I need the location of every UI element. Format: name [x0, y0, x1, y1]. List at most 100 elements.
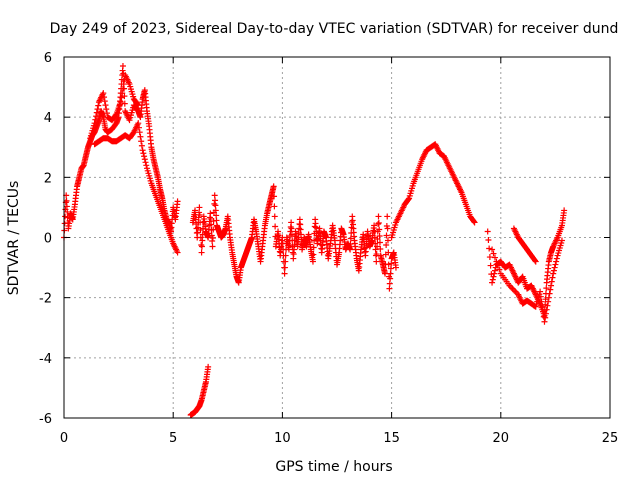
data-point: [103, 110, 110, 117]
data-point: [205, 363, 212, 370]
data-point: [94, 106, 101, 113]
y-tick-label: -2: [39, 292, 52, 307]
data-point: [550, 267, 557, 274]
data-point: [545, 294, 552, 301]
data-point: [93, 113, 100, 120]
data-point: [92, 116, 99, 123]
data-point: [271, 193, 278, 200]
data-point: [141, 156, 148, 163]
data-point: [91, 120, 98, 127]
data-point: [374, 243, 381, 250]
data-point: [543, 306, 550, 313]
data-point: [549, 274, 556, 281]
data-point: [405, 196, 412, 203]
data-point: [64, 208, 71, 215]
data-point: [561, 207, 568, 214]
data-point: [544, 302, 551, 309]
data-point: [375, 213, 382, 220]
data-point: [142, 159, 149, 166]
data-point: [101, 94, 108, 101]
y-axis-label: SDTVAR / TECUs: [6, 181, 22, 296]
data-point: [272, 223, 279, 230]
data-point: [392, 264, 399, 271]
data-point: [174, 249, 181, 256]
data-point: [376, 239, 383, 246]
series-late-dips: [489, 237, 565, 325]
data-point: [199, 237, 206, 244]
data-point: [376, 232, 383, 239]
data-point: [197, 234, 204, 241]
data-point: [377, 246, 384, 253]
data-point: [542, 310, 549, 317]
data-point: [135, 124, 142, 131]
data-point: [485, 237, 492, 244]
data-point: [112, 112, 119, 119]
data-point: [311, 223, 318, 230]
data-point: [489, 246, 496, 253]
data-point: [486, 245, 493, 252]
data-point: [491, 270, 498, 277]
data-point: [138, 142, 145, 149]
data-point: [375, 220, 382, 227]
data-point: [309, 258, 316, 265]
data-point: [553, 258, 560, 265]
data-point: [143, 162, 150, 169]
x-tick-label: 5: [169, 431, 177, 446]
data-point: [371, 222, 378, 229]
y-tick-label: 6: [44, 51, 52, 66]
data-point: [546, 290, 553, 297]
data-point: [489, 276, 496, 283]
data-point: [383, 232, 390, 239]
data-point: [95, 102, 102, 109]
data-point: [551, 264, 558, 271]
data-point: [213, 212, 220, 219]
x-axis-label: GPS time / hours: [275, 459, 392, 475]
data-point: [550, 270, 557, 277]
data-point: [382, 270, 389, 277]
data-point: [196, 204, 203, 211]
data-point: [281, 264, 288, 271]
data-point: [470, 218, 477, 225]
data-point: [196, 211, 203, 218]
data-point: [347, 235, 354, 242]
y-tick-label: -4: [39, 352, 52, 367]
data-point: [310, 251, 317, 258]
data-point: [138, 138, 145, 145]
data-point: [212, 207, 219, 214]
data-point: [545, 298, 552, 305]
data-point: [385, 249, 392, 256]
data-point: [120, 81, 127, 88]
y-tick-label: 2: [44, 171, 52, 186]
data-point: [486, 254, 493, 261]
data-point: [281, 270, 288, 277]
data-point: [552, 261, 559, 268]
data-point: [537, 293, 544, 300]
data-point: [135, 120, 142, 127]
data-point: [212, 197, 219, 204]
data-point: [487, 262, 494, 269]
y-tick-label: -6: [39, 412, 52, 427]
data-point: [490, 273, 497, 280]
x-tick-label: 0: [60, 431, 68, 446]
data-point: [140, 150, 147, 157]
data-point: [297, 226, 304, 233]
data-point: [493, 258, 500, 265]
data-point: [93, 109, 100, 116]
x-tick-label: 25: [602, 431, 619, 446]
data-point: [209, 235, 216, 242]
data-point: [347, 246, 354, 253]
data-point: [198, 243, 205, 250]
data-point: [119, 63, 126, 70]
data-point: [213, 217, 220, 224]
data-point: [174, 198, 181, 205]
data-point: [139, 147, 146, 154]
data-point: [548, 282, 555, 289]
series-late-spur: [510, 225, 539, 265]
series-outlier: [187, 363, 212, 418]
data-point: [297, 231, 304, 238]
data-points: [61, 63, 568, 418]
data-point: [387, 275, 394, 282]
x-tick-label: 15: [383, 431, 400, 446]
data-point: [210, 226, 217, 233]
